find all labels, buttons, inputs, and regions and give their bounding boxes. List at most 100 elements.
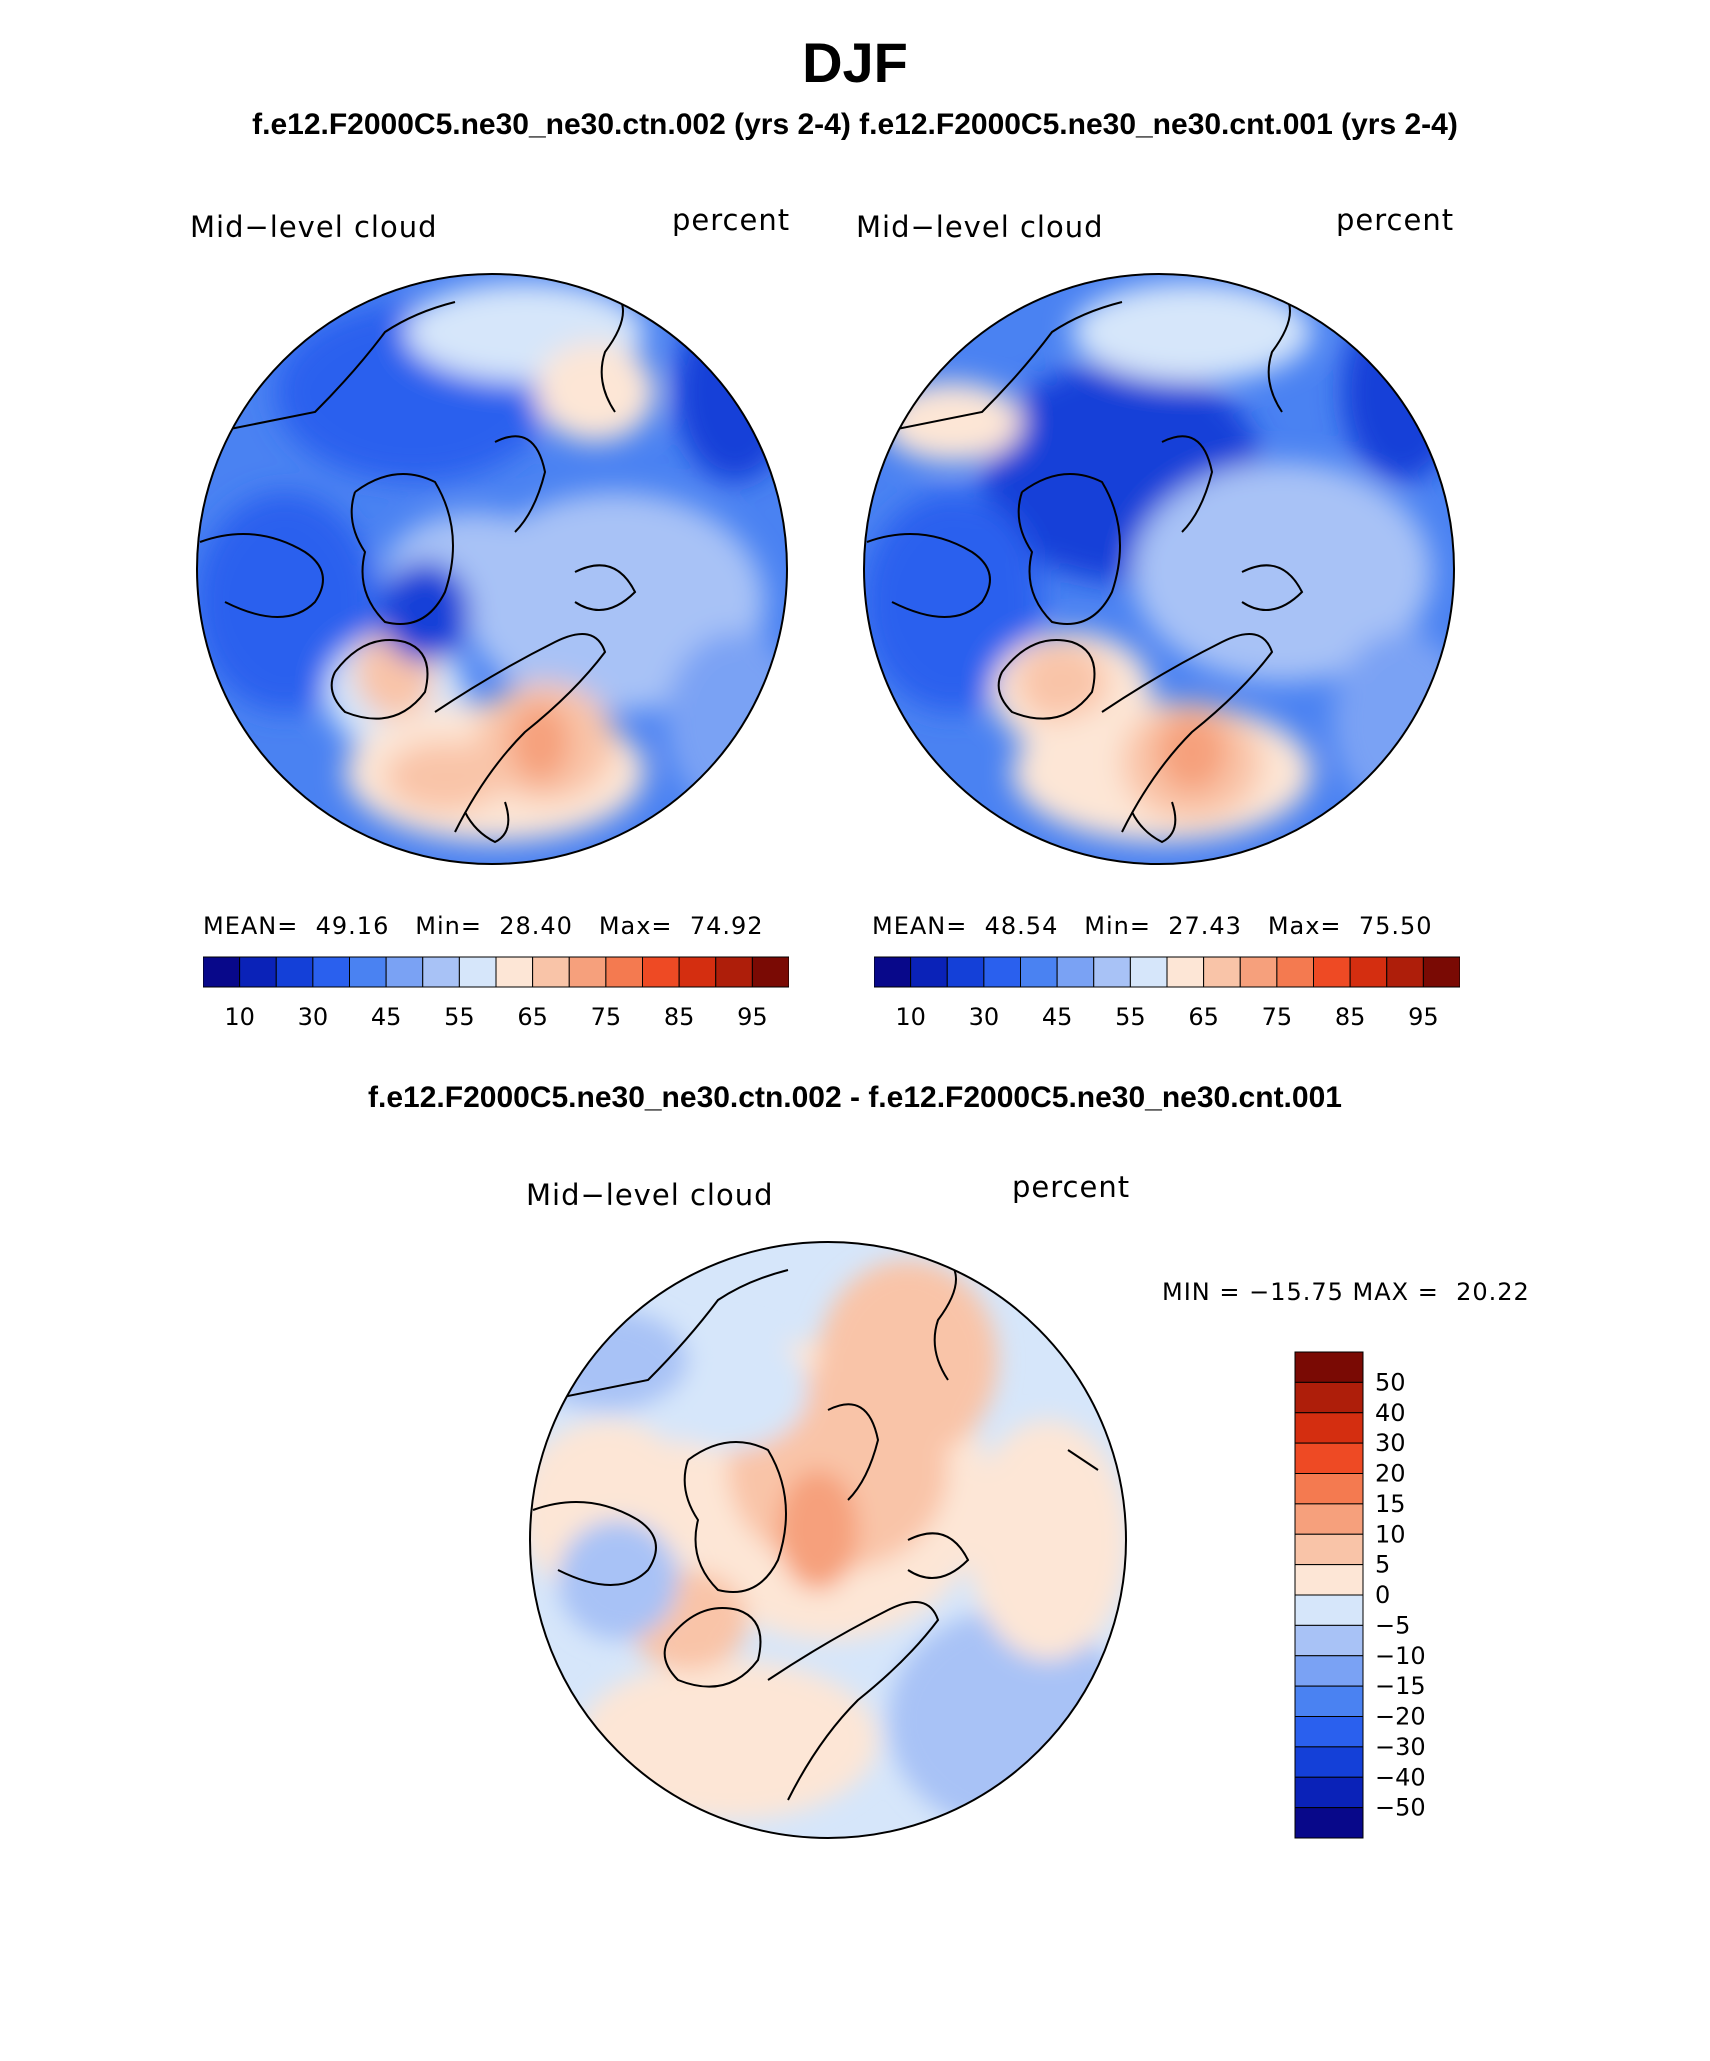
difference-colorbar-tick-label: 15 [1375,1490,1406,1518]
panel1-colorbar-tick-label: 95 [737,1003,768,1031]
panel2-colorbar-swatch [1129,956,1168,988]
difference-colorbar-swatch [1294,1503,1364,1535]
panel1-colorbar-swatch [458,956,497,988]
panel1-colorbar-tick-label: 10 [224,1003,255,1031]
panel2-colorbar-tick-label: 65 [1188,1003,1219,1031]
panel2-min-value: 27.43 [1168,912,1242,940]
panel2-colorbar-swatch [1422,956,1460,988]
panel2-min-label: Min= [1084,912,1151,940]
difference-colorbar-tick-label: −50 [1375,1794,1426,1822]
panel2-colorbar-tick-label: 95 [1408,1003,1439,1031]
panel1-mean-value: 49.16 [315,912,390,940]
panel1-max-value: 74.92 [689,912,764,940]
panel2-mean-label: MEAN= [872,912,968,940]
panel2-colorbar-swatch [1239,956,1278,988]
panel1-colorbar: 10 30 45 55 65 75 85 95 [203,956,789,1031]
difference-subtitle: f.e12.F2000C5.ne30_ne30.ctn.002 - f.e12.… [368,1081,1342,1114]
difference-colorbar-tick-label: 40 [1375,1399,1406,1427]
difference-colorbar-swatch [1294,1381,1364,1414]
panel2-colorbar: 10 30 45 55 65 75 85 95 [874,956,1460,1031]
panel2-mean-value: 48.54 [984,912,1059,940]
difference-colorbar-swatch [1294,1442,1364,1474]
panel1-min-label: Min= [415,912,482,940]
difference-colorbar-swatch [1294,1564,1364,1596]
panel1-colorbar-tick-label: 45 [371,1003,402,1031]
panel1-colorbar-swatch [422,956,460,988]
panel1-colorbar-swatch [203,956,241,988]
panel1-colorbar-swatch [312,956,350,988]
difference-colorbar-tick-label: −40 [1375,1763,1426,1791]
panel2-colorbar-swatch [1349,956,1388,988]
panel2-colorbar-swatch [1020,956,1058,988]
panel1-colorbar-tick-label: 30 [298,1003,329,1031]
panel2-colorbar-swatch [1203,956,1241,988]
difference-colorbar-tick-label: 50 [1375,1368,1406,1396]
panel2-variable-label: Mid−level cloud [856,210,1104,244]
difference-colorbar-tick-label: 20 [1375,1460,1406,1488]
panel2-units-label: percent [1336,203,1455,237]
panel1-colorbar-tick-label: 75 [591,1003,622,1031]
panel2-polar-map [863,273,1455,865]
panel1-colorbar-tick-label: 65 [517,1003,548,1031]
difference-colorbar-swatch [1294,1533,1364,1566]
difference-colorbar-swatch [1294,1412,1364,1444]
panel1-colorbar-swatch [385,956,424,988]
difference-colorbar-tick-label: 0 [1375,1581,1390,1609]
top-subtitle: f.e12.F2000C5.ne30_ne30.ctn.002 (yrs 2-4… [252,108,1458,141]
diff-units-label: percent [1012,1170,1131,1204]
difference-colorbar-swatch [1294,1746,1364,1778]
panel1-mean-label: MEAN= [203,912,299,940]
panel2-colorbar-tick-label: 45 [1042,1003,1073,1031]
panel2-colorbar-swatch [983,956,1021,988]
panel2-colorbar-swatch [946,956,985,988]
difference-colorbar-tick-label: 10 [1375,1520,1406,1548]
panel2-colorbar-swatch [1166,956,1205,988]
panel1-colorbar-swatch [568,956,607,988]
difference-colorbar-tick-label: −20 [1375,1703,1426,1731]
panel1-colorbar-tick-label: 85 [664,1003,695,1031]
panel2-max-value: 75.50 [1358,912,1433,940]
difference-colorbar-swatch [1294,1594,1364,1626]
panel1-colorbar-swatch [275,956,314,988]
difference-colorbar-tick-label: −5 [1375,1611,1410,1639]
panel1-polar-map [196,273,788,865]
difference-colorbar-tick-label: 30 [1375,1429,1406,1457]
panel1-colorbar-swatch [532,956,570,988]
panel2-max-label: Max= [1267,912,1342,940]
panel1-colorbar-swatch [495,956,534,988]
panel2-colorbar-tick-label: 30 [969,1003,1000,1031]
difference-colorbar-swatch [1294,1807,1364,1839]
panel2-colorbar-tick-label: 75 [1262,1003,1293,1031]
panel1-colorbar-swatch [605,956,643,988]
panel2-colorbar-tick-label: 10 [895,1003,926,1031]
panel1-min-value: 28.40 [499,912,573,940]
panel1-variable-label: Mid−level cloud [190,210,438,244]
difference-colorbar-tick-label: −30 [1375,1733,1426,1761]
panel2-stats: MEAN= 48.54 Min= 27.43 Max= 75.50 [872,912,1433,940]
difference-colorbar-swatch [1294,1655,1364,1687]
panel1-colorbar-swatch [239,956,277,988]
panel2-colorbar-swatch [1056,956,1095,988]
difference-colorbar-swatch [1294,1685,1364,1717]
difference-colorbar-tick-label: −10 [1375,1642,1426,1670]
panel1-stats: MEAN= 49.16 Min= 28.40 Max= 74.92 [203,912,764,940]
difference-polar-map [529,1241,1127,1839]
difference-colorbar-tick-label: −15 [1375,1672,1426,1700]
panel2-colorbar-swatch [1276,956,1314,988]
difference-colorbar-swatch [1294,1473,1364,1505]
panel1-max-label: Max= [598,912,673,940]
difference-colorbar-swatch [1294,1624,1364,1657]
figure-title: DJF [802,31,908,94]
difference-colorbar-swatch [1294,1776,1364,1809]
panel1-colorbar-swatch [642,956,680,988]
panel2-cloud-field [864,274,1454,864]
panel2-colorbar-tick-label: 85 [1335,1003,1366,1031]
diff-variable-label: Mid−level cloud [526,1178,774,1212]
difference-colorbar-swatch [1294,1716,1364,1748]
diff-minmax: MIN = −15.75 MAX = 20.22 [1162,1278,1530,1306]
difference-cloud-field [530,1242,1126,1838]
panel1-colorbar-swatch [678,956,717,988]
difference-colorbar-swatch [1294,1351,1364,1383]
panel1-colorbar-tick-label: 55 [444,1003,475,1031]
